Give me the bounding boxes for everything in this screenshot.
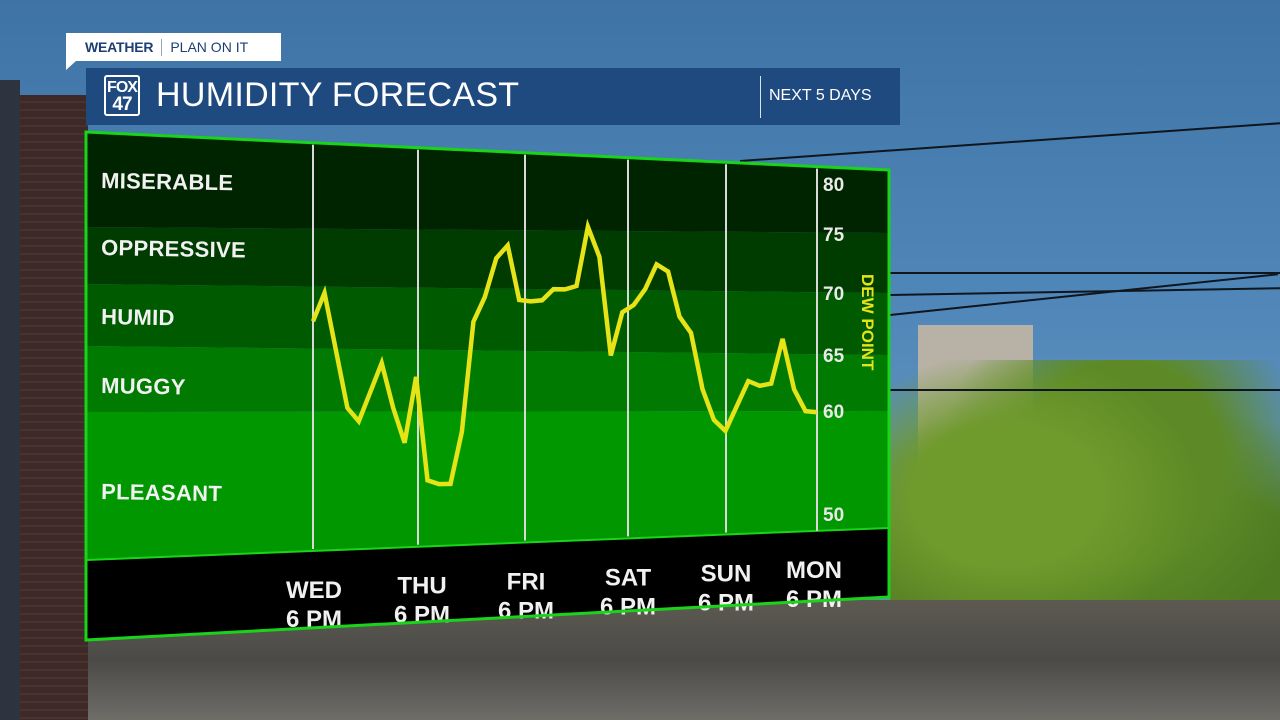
svg-text:6 PM: 6 PM [394,602,450,629]
y-axis-label: DEW POINT [858,274,877,371]
y-tick-label: 75 [823,225,845,246]
y-tick-label: 50 [823,505,844,526]
band-miserable [86,132,889,233]
band-muggy [86,346,889,412]
fox47-logo-icon: FOX 47 [104,75,140,116]
band-labels: MISERABLE OPPRESSIVE HUMID MUGGY PLEASANT [101,168,246,506]
tagline-brand: WEATHER [85,39,154,55]
band-label: MISERABLE [101,168,234,195]
band-humid [86,284,889,355]
logo-line1: FOX [107,79,138,96]
panel-border [84,130,891,642]
tagline-banner: WEATHER PLAN ON IT [66,33,281,70]
forecast-range: NEXT 5 DAYS [769,87,872,104]
svg-text:6 PM: 6 PM [698,589,754,616]
comfort-bands [86,132,889,560]
svg-text:6 PM: 6 PM [600,593,656,620]
band-label: OPPRESSIVE [101,235,246,263]
y-tick-label: 80 [823,175,844,196]
y-tick-label: 60 [823,402,844,423]
band-oppressive [86,227,889,293]
band-pleasant [86,411,889,560]
svg-text:6 PM: 6 PM [498,597,554,624]
x-axis-bar [86,528,889,640]
page-title: HUMIDITY FORECAST [156,76,520,114]
band-label: PLEASANT [101,479,223,506]
svg-text:SAT: SAT [605,564,652,591]
svg-text:WED: WED [286,577,342,604]
tagline-slogan: PLAN ON IT [170,39,249,55]
band-label: HUMID [101,304,175,330]
svg-text:FRI: FRI [507,568,546,595]
svg-text:THU: THU [397,573,446,600]
title-bar: FOX 47 HUMIDITY FORECAST NEXT 5 DAYS [86,68,900,125]
y-tick-label: 65 [823,346,845,367]
band-label: MUGGY [101,373,186,399]
svg-text:MON: MON [786,557,842,584]
svg-text:SUN: SUN [701,560,752,587]
power-line [890,389,1280,391]
title-divider [760,76,761,118]
background-building-edge [0,80,20,720]
y-tick-label: 70 [823,284,844,305]
power-line [890,272,1280,274]
gridlines [85,144,890,561]
logo-line2: 47 [112,94,132,115]
tagline-divider [161,38,163,56]
dew-point-line [310,218,818,487]
y-axis-ticks: 80 75 70 65 60 50 [823,175,845,526]
